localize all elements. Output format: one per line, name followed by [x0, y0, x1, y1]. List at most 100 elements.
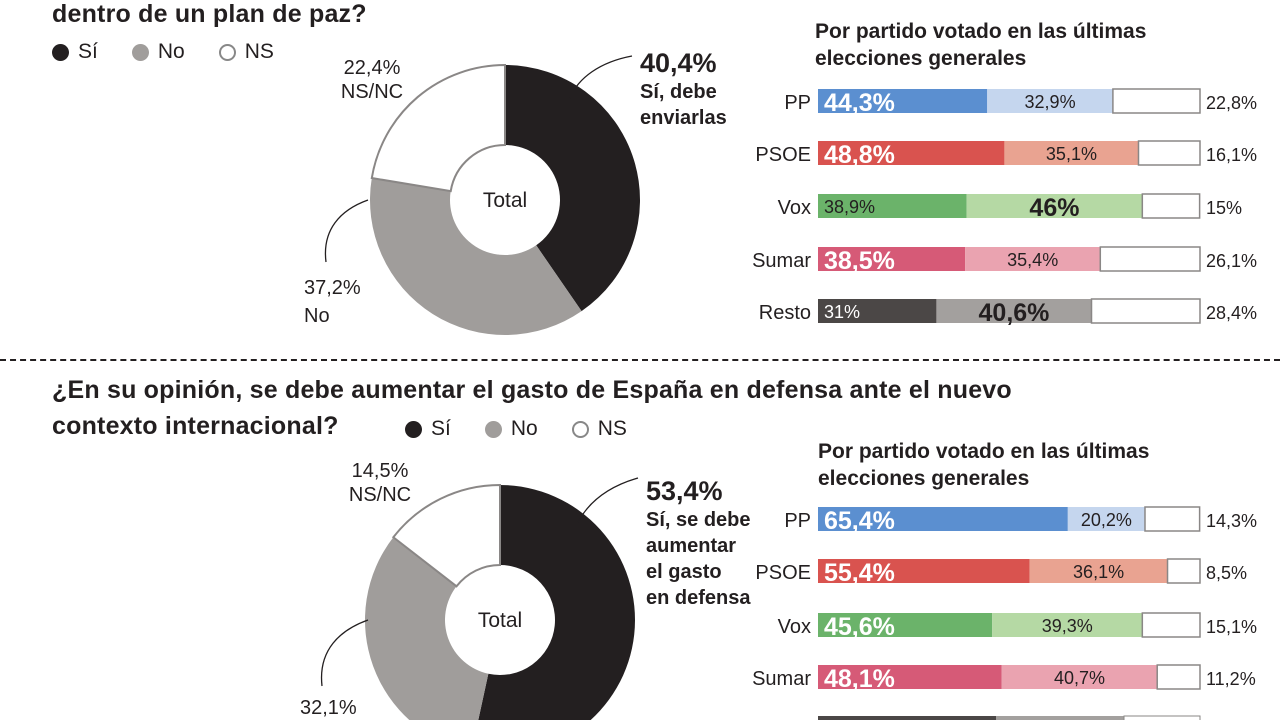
bar-segment-resto-0 [818, 299, 937, 323]
bar-segment-pp-0 [818, 507, 1068, 531]
bars-2-subtitle: Por partido votado en las últimas elecci… [818, 438, 1149, 492]
legend-1: Sí No NS [52, 40, 300, 64]
bar-segment-pp-0 [818, 89, 988, 113]
bar-segment-vox-1 [966, 194, 1143, 218]
bar-segment-psoe-0 [818, 559, 1030, 583]
bar-segment-sumar-1 [1001, 665, 1158, 689]
bar-value-label: 14,3% [1206, 511, 1257, 531]
legend-label: No [157, 40, 185, 63]
bar-value-label: 16,1% [1206, 145, 1257, 165]
donut-slice-si [478, 485, 636, 720]
bar-value-label: 31% [824, 302, 860, 322]
bars-1-subtitle: Por partido votado en las últimas elecci… [815, 18, 1146, 72]
legend-label: Sí [431, 417, 451, 440]
bar-value-label: 28,4% [1206, 303, 1257, 323]
bar-segment-sumar-2 [1099, 246, 1201, 272]
donut-slice-no [365, 537, 489, 720]
bar-value-label: 55,4% [824, 559, 895, 587]
donut-center-label: Total [483, 189, 527, 212]
chart-2-title-line-2: contexto internacional? [52, 412, 339, 440]
subtitle-line: Por partido votado en las últimas [815, 20, 1147, 43]
bar-segment-psoe-1 [1029, 559, 1168, 583]
donut-slice-no [370, 178, 582, 336]
subtitle-line: Por partido votado en las últimas [818, 440, 1150, 463]
ns-label: 22,4% [344, 57, 401, 79]
bar-segment-psoe-1 [1004, 141, 1139, 165]
bar-value-label: 45,6% [824, 613, 895, 641]
ns-label: NS/NC [349, 484, 411, 506]
bar-value-label: 8,5% [1206, 563, 1247, 583]
legend-item-ns: NS [571, 417, 627, 441]
chart-1-title: dentro de un plan de paz? [52, 0, 367, 28]
bar-segment-pp-1 [1067, 507, 1145, 531]
bar-segment-resto-1 [936, 299, 1092, 323]
subtitle-line: elecciones generales [818, 467, 1030, 490]
bar-value-label: 46% [1029, 194, 1079, 222]
bar-segment-sumar-2 [1156, 664, 1201, 690]
bar-value-label: 39,3% [1042, 616, 1093, 636]
ns-label: 14,5% [352, 460, 409, 482]
bar-value-label: 15,1% [1206, 617, 1257, 637]
si-label: en defensa [646, 587, 751, 609]
si-label: aumentar [646, 535, 736, 557]
bar-value-label: 65,4% [824, 507, 895, 535]
legend-item-si: Sí [52, 40, 98, 64]
ns-label: NS/NC [341, 81, 403, 103]
bar-category-label: Vox [778, 197, 811, 219]
bar-segment-pp-2 [1144, 506, 1201, 532]
bar-segment-cutoff [1123, 715, 1201, 720]
bar-value-label: 44,3% [824, 89, 895, 117]
legend-dot-ns [218, 43, 236, 61]
no-label: No [304, 305, 330, 327]
legend-2: Sí No NS [405, 417, 653, 441]
bar-value-label: 38,5% [824, 247, 895, 275]
donut-center-label: Total [478, 609, 522, 632]
bar-category-label: PP [784, 510, 811, 532]
bar-value-label: 38,9% [824, 197, 875, 217]
legend-item-ns: NS [218, 40, 274, 64]
si-label: Sí, se debe [646, 509, 751, 531]
bar-category-label: Sumar [752, 250, 811, 272]
bar-value-label: 32,9% [1025, 92, 1076, 112]
no-label: 32,1% [300, 697, 357, 719]
bar-segment-vox-2 [1141, 612, 1201, 638]
si-label: 40,4% [640, 48, 717, 78]
bar-value-label: 11,2% [1206, 669, 1256, 689]
si-label: Sí, debe [640, 81, 717, 103]
bar-category-label: PSOE [755, 144, 811, 166]
bar-value-label: 35,4% [1007, 250, 1058, 270]
bar-segment-resto-2 [1090, 298, 1201, 324]
bar-category-label: Resto [759, 302, 811, 324]
legend-item-no: No [131, 40, 185, 64]
bar-segment-psoe-0 [818, 141, 1005, 165]
legend-dot-ns [571, 420, 589, 438]
legend-dot-no [484, 420, 502, 438]
bar-value-label: 20,2% [1081, 510, 1132, 530]
bar-value-label: 15% [1206, 198, 1242, 218]
leader-line [569, 55, 633, 99]
legend-item-no: No [484, 417, 538, 441]
bar-segment-sumar-1 [965, 247, 1101, 271]
bar-value-label: 35,1% [1046, 144, 1097, 164]
legend-label: NS [597, 417, 627, 440]
bar-segment-vox-0 [818, 613, 993, 637]
si-label: el gasto [646, 561, 722, 583]
bar-segment-psoe-2 [1137, 140, 1201, 166]
bar-value-label: 48,1% [824, 665, 895, 693]
section-divider [0, 359, 1280, 361]
leader-line [324, 199, 369, 263]
no-label: 37,2% [304, 277, 361, 299]
chart-2-title-line-1: ¿En su opinión, se debe aumentar el gast… [52, 376, 1012, 404]
bar-segment-vox-0 [818, 194, 967, 218]
leader-line [577, 477, 639, 523]
legend-label: No [510, 417, 538, 440]
bar-value-label: 40,7% [1054, 668, 1105, 688]
donut-slice-ns [391, 483, 501, 588]
si-label: 53,4% [646, 476, 723, 506]
leader-line [320, 619, 369, 687]
bar-segment-pp-2 [1112, 88, 1201, 114]
bar-segment-sumar-0 [818, 665, 1002, 689]
bar-value-label: 26,1% [1206, 251, 1257, 271]
bar-segment-sumar-0 [818, 247, 966, 271]
